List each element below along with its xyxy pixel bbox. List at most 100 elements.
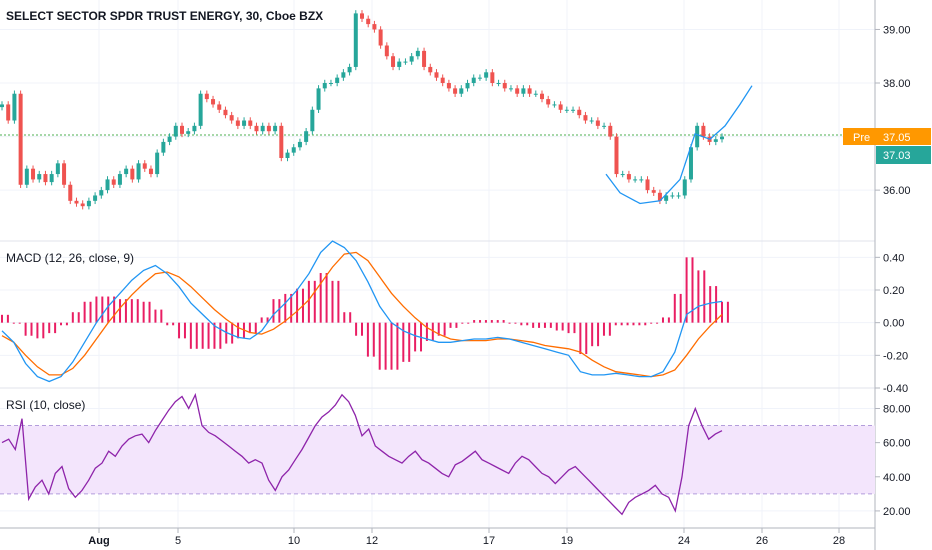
macd-histogram-bar bbox=[608, 322, 611, 336]
candle-body bbox=[720, 136, 724, 140]
candle-body bbox=[18, 93, 23, 185]
macd-histogram-bar bbox=[290, 293, 293, 323]
candle-body bbox=[502, 83, 507, 89]
macd-histogram-bar bbox=[36, 322, 39, 339]
macd-histogram-bar bbox=[644, 322, 647, 326]
macd-histogram-bar bbox=[278, 299, 281, 323]
macd-histogram-bar bbox=[656, 322, 659, 324]
candle-body bbox=[645, 179, 650, 191]
macd-histogram-bar bbox=[697, 270, 700, 323]
candle-body bbox=[533, 93, 538, 95]
candle-body bbox=[620, 174, 625, 176]
macd-histogram-bar bbox=[71, 312, 74, 323]
candle-body bbox=[266, 125, 271, 132]
macd-histogram-bar bbox=[95, 296, 98, 323]
candle-body bbox=[664, 195, 669, 201]
y-tick-label: 0.00 bbox=[883, 318, 904, 330]
candle-body bbox=[471, 77, 476, 84]
candle-body bbox=[198, 93, 203, 126]
macd-histogram-bar bbox=[715, 286, 718, 323]
candle-body bbox=[515, 88, 520, 94]
candle-body bbox=[540, 93, 544, 100]
candle-body bbox=[43, 174, 48, 183]
candle-body bbox=[670, 195, 675, 197]
x-tick-label: 24 bbox=[678, 535, 690, 547]
macd-pane-title: MACD (12, 26, close, 9) bbox=[6, 251, 134, 265]
candle-body bbox=[583, 115, 588, 121]
macd-histogram-bar bbox=[591, 322, 594, 347]
candle-body bbox=[459, 88, 464, 94]
x-tick-label: 28 bbox=[833, 535, 845, 547]
candle-body bbox=[204, 93, 209, 100]
macd-histogram-bar bbox=[626, 322, 629, 326]
candle-body bbox=[440, 77, 445, 84]
candle-body bbox=[260, 125, 265, 132]
candle-body bbox=[186, 131, 191, 134]
macd-histogram-bar bbox=[514, 322, 517, 324]
candle-body bbox=[614, 136, 619, 175]
candle-body bbox=[378, 29, 383, 46]
x-tick-label: 5 bbox=[175, 535, 181, 547]
macd-histogram-bar bbox=[331, 280, 334, 323]
y-tick-label: 0.40 bbox=[883, 252, 904, 264]
macd-histogram-bar bbox=[272, 299, 275, 323]
x-tick-label: 26 bbox=[756, 535, 768, 547]
macd-histogram-bar bbox=[89, 301, 92, 323]
candle-body bbox=[347, 66, 352, 73]
macd-histogram-bar bbox=[573, 322, 576, 334]
macd-histogram-bar bbox=[402, 322, 405, 362]
signal-line bbox=[1, 251, 723, 378]
macd-histogram-bar bbox=[431, 322, 434, 341]
macd-histogram-bar bbox=[567, 322, 570, 334]
macd-histogram-bar bbox=[231, 322, 234, 344]
macd-histogram-bar bbox=[378, 322, 381, 370]
macd-histogram-bar bbox=[65, 322, 68, 326]
macd-histogram-bar bbox=[366, 322, 369, 357]
candles bbox=[0, 10, 724, 210]
candle-body bbox=[316, 88, 321, 110]
premarket-tag-label: Pre bbox=[853, 132, 870, 144]
macd-histogram-bar bbox=[632, 322, 635, 326]
candle-body bbox=[701, 125, 706, 137]
candle-body bbox=[571, 109, 576, 111]
y-tick-label: 39.00 bbox=[883, 24, 911, 36]
candle-body bbox=[180, 125, 184, 134]
candle-body bbox=[372, 24, 377, 30]
candle-body bbox=[130, 168, 135, 180]
y-tick-label: 20.00 bbox=[883, 506, 911, 518]
candle-body bbox=[161, 141, 166, 153]
macd-histogram-bar bbox=[248, 322, 251, 334]
macd-histogram-bar bbox=[213, 322, 216, 349]
macd-histogram-bar bbox=[260, 317, 263, 323]
last-price-tag-bg bbox=[876, 146, 931, 164]
y-tick-label: 36.00 bbox=[883, 185, 911, 197]
candle-body bbox=[453, 88, 458, 94]
candle-body bbox=[49, 174, 54, 183]
macd-histogram-bar bbox=[189, 322, 192, 349]
candle-body bbox=[484, 72, 489, 78]
candle-body bbox=[37, 174, 42, 180]
candle-body bbox=[434, 72, 439, 78]
macd-histogram-bar bbox=[425, 322, 428, 341]
candle-body bbox=[117, 174, 122, 185]
macd-histogram-bar bbox=[18, 322, 21, 324]
premarket-tag-bg bbox=[843, 128, 931, 145]
candle-body bbox=[409, 56, 414, 62]
candle-body bbox=[55, 163, 60, 175]
candle-body bbox=[446, 83, 451, 89]
macd-histogram-bar bbox=[136, 299, 139, 323]
macd-histogram-bar bbox=[325, 273, 328, 323]
y-tick-label: 0.20 bbox=[883, 285, 904, 297]
macd-histogram-bar bbox=[296, 288, 299, 323]
x-axis-labels: Aug 5 10 12 17 19 24 26 28 bbox=[88, 528, 845, 547]
macd-histogram-bar bbox=[319, 273, 322, 323]
candle-body bbox=[111, 179, 116, 185]
y-tick-label: 38.00 bbox=[883, 78, 911, 90]
premarket-tag: Pre 37.05 bbox=[843, 128, 931, 145]
macd-histogram-bar bbox=[579, 322, 582, 355]
candle-body bbox=[254, 125, 259, 132]
candle-body bbox=[657, 192, 662, 201]
macd-histogram-bar bbox=[396, 322, 399, 370]
candle-body bbox=[384, 45, 389, 57]
macd-histogram-bar bbox=[30, 322, 33, 336]
